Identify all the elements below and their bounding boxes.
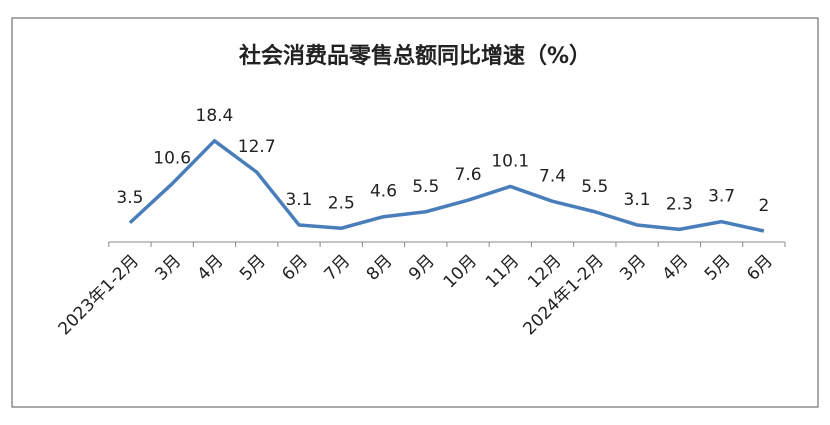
data-label: 10.1 bbox=[491, 151, 529, 171]
data-label: 3.1 bbox=[624, 190, 651, 210]
data-label: 4.6 bbox=[370, 182, 397, 202]
data-label: 5.5 bbox=[581, 177, 608, 197]
data-label: 3.1 bbox=[285, 190, 312, 210]
data-label: 7.6 bbox=[455, 165, 482, 185]
data-line bbox=[128, 139, 765, 233]
data-label: 12.7 bbox=[238, 137, 276, 157]
data-label: 3.7 bbox=[708, 187, 735, 207]
data-label: 18.4 bbox=[196, 106, 234, 126]
data-label: 7.4 bbox=[539, 166, 566, 186]
data-label: 2.5 bbox=[328, 193, 355, 213]
data-label: 10.6 bbox=[153, 149, 191, 169]
data-label: 2.3 bbox=[666, 194, 693, 214]
data-label: 3.5 bbox=[116, 188, 143, 208]
data-label: 5.5 bbox=[412, 177, 439, 197]
chart-title: 社会消费品零售总额同比增速（%） bbox=[239, 43, 591, 69]
data-label: 2 bbox=[758, 196, 769, 216]
